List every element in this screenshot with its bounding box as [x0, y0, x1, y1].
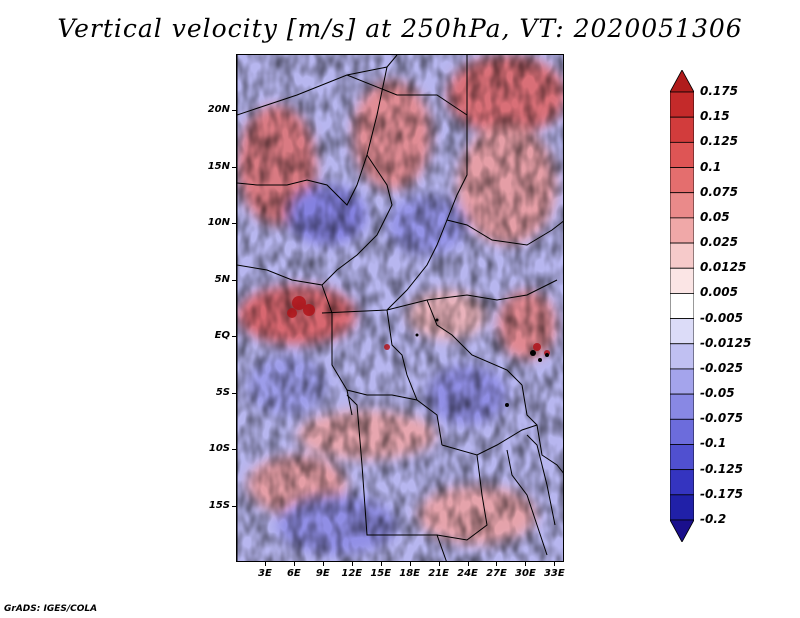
- y-tick-label: 15N: [207, 160, 230, 172]
- x-tick-mark: [264, 562, 266, 566]
- colorbar-segment: [670, 217, 694, 244]
- colorbar-level-label: -0.075: [700, 411, 743, 426]
- y-tick-mark: [232, 336, 236, 338]
- x-tick-label: 30E: [515, 568, 536, 579]
- colorbar-level-label: 0.175: [700, 84, 738, 98]
- y-tick-mark: [232, 505, 236, 507]
- x-tick-mark: [467, 562, 469, 566]
- colorbar-level-label: -0.175: [700, 486, 743, 501]
- x-tick-label: 6E: [286, 568, 301, 579]
- x-tick-label: 21E: [428, 568, 449, 579]
- colorbar-level-label: -0.05: [700, 386, 735, 401]
- y-tick-label: 20N: [207, 104, 230, 116]
- y-tick-label: 10S: [208, 443, 230, 455]
- x-tick-mark: [496, 562, 498, 566]
- colorbar-segment: [670, 192, 694, 219]
- colorbar-level-label: 0.0125: [700, 260, 747, 275]
- y-tick-mark: [232, 166, 236, 168]
- colorbar-level-label: 0.025: [700, 235, 738, 250]
- colorbar-segment: [670, 418, 694, 445]
- x-tick-label: 9E: [315, 568, 330, 579]
- colorbar-level-label: -0.125: [700, 461, 743, 476]
- y-tick-label: 5S: [215, 386, 230, 398]
- colorbar-segment: [670, 494, 694, 521]
- colorbar-level-label: 0.15: [700, 109, 730, 124]
- colorbar-level-label: 0.005: [700, 285, 738, 300]
- colorbar-level-label: 0.1: [700, 159, 722, 174]
- y-tick-label: 10N: [207, 217, 230, 229]
- x-tick-mark: [322, 562, 324, 566]
- y-tick-label: 5N: [214, 273, 230, 285]
- x-tick-mark: [351, 562, 353, 566]
- colorbar-level-label: -0.2: [700, 512, 727, 526]
- y-tick-mark: [232, 110, 236, 112]
- colorbar-segment: [670, 393, 694, 420]
- x-tick-label: 18E: [399, 568, 421, 579]
- colorbar-level-label: 0.075: [700, 184, 738, 199]
- y-tick-mark: [232, 223, 236, 225]
- x-tick-label: 24E: [457, 568, 478, 579]
- velocity-field: [237, 55, 563, 561]
- colorbar-segment: [670, 444, 694, 471]
- chart-title: Vertical velocity [m/s] at 250hPa, VT: 2…: [57, 14, 743, 43]
- colorbar: [670, 70, 694, 542]
- y-tick-label: 15S: [208, 499, 230, 511]
- map-panel: [236, 54, 564, 562]
- x-tick-mark: [525, 562, 527, 566]
- colorbar-level-label: -0.005: [700, 310, 743, 325]
- colorbar-segment: [670, 141, 694, 168]
- x-tick-mark: [554, 562, 556, 566]
- colorbar-segment: [670, 116, 694, 143]
- colorbar-segment: [670, 91, 694, 118]
- colorbar-level-label: -0.1: [700, 436, 727, 451]
- colorbar-segment: [670, 293, 694, 319]
- x-tick-mark: [380, 562, 382, 566]
- colorbar-level-label: -0.0125: [700, 335, 752, 350]
- y-tick-mark: [232, 449, 236, 451]
- colorbar-segment: [670, 167, 694, 194]
- colorbar-segment: [670, 70, 694, 93]
- x-tick-label: 12E: [341, 568, 363, 579]
- credit-label: GrADS: IGES/COLA: [4, 604, 98, 614]
- colorbar-level-label: -0.025: [700, 360, 743, 375]
- colorbar-segment: [670, 242, 694, 269]
- colorbar-level-label: 0.05: [700, 209, 730, 224]
- x-tick-mark: [438, 562, 440, 566]
- y-tick-mark: [232, 279, 236, 281]
- x-tick-label: 27E: [486, 568, 507, 579]
- colorbar-segment: [670, 368, 694, 395]
- y-tick-mark: [232, 392, 236, 394]
- x-tick-label: 3E: [258, 568, 272, 579]
- colorbar-segment: [670, 267, 694, 294]
- colorbar-segment: [670, 343, 694, 370]
- y-tick-label: EQ: [214, 330, 230, 342]
- x-tick-label: 33E: [543, 568, 565, 579]
- x-tick-label: 15E: [370, 568, 392, 579]
- colorbar-level-label: 0.125: [700, 134, 738, 149]
- colorbar-segment: [670, 519, 694, 542]
- colorbar-segment: [670, 469, 694, 496]
- x-tick-mark: [293, 562, 295, 566]
- colorbar-segment: [670, 318, 694, 345]
- x-tick-mark: [409, 562, 411, 566]
